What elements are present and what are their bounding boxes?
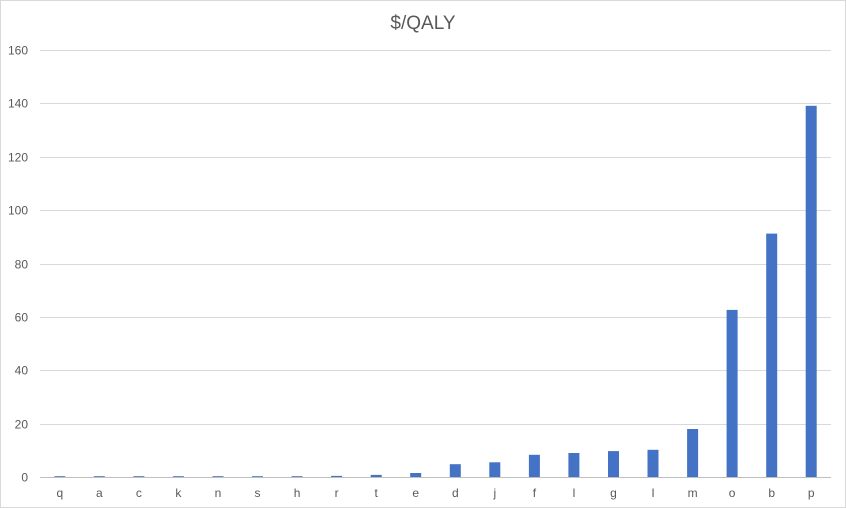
bar-k xyxy=(172,476,184,477)
bar-o xyxy=(726,309,738,477)
bar-f xyxy=(528,454,540,477)
bar-j xyxy=(489,462,501,477)
x-tick-label: a xyxy=(96,486,103,500)
bar-I xyxy=(647,449,659,477)
y-tick-label: 20 xyxy=(15,418,29,432)
y-tick-label: 140 xyxy=(8,97,28,111)
bar-q xyxy=(54,476,66,477)
x-tick-label: b xyxy=(768,486,775,500)
bar-e xyxy=(410,473,422,477)
x-tick-label: t xyxy=(375,486,379,500)
bar-m xyxy=(687,429,699,477)
x-tick-label: m xyxy=(688,486,698,500)
x-tick-label: n xyxy=(215,486,222,500)
bar-s xyxy=(252,476,263,477)
bar-d xyxy=(449,464,461,477)
bar-b xyxy=(766,233,778,477)
x-tick-label: p xyxy=(808,486,815,500)
bar-t xyxy=(370,474,382,477)
x-tick-label: l xyxy=(573,486,576,500)
y-tick-label: 60 xyxy=(15,311,29,325)
x-tick-label: d xyxy=(452,486,459,500)
bars xyxy=(54,105,817,478)
x-tick-label: h xyxy=(294,486,301,500)
gridlines xyxy=(40,50,831,478)
bar-r xyxy=(331,475,343,477)
bar-l xyxy=(568,453,580,477)
y-tick-label: 40 xyxy=(15,364,29,378)
x-tick-label: g xyxy=(610,486,617,500)
x-tick-label: r xyxy=(335,486,339,500)
x-tick-label: j xyxy=(492,486,496,500)
chart-title: $/QALY xyxy=(390,13,455,34)
y-tick-label: 120 xyxy=(8,151,28,165)
y-axis-ticks: 0 20 40 60 80 100 120 140 160 xyxy=(8,44,28,485)
x-tick-label: f xyxy=(533,486,537,500)
y-tick-label: 100 xyxy=(8,204,28,218)
bar-n xyxy=(212,476,224,477)
x-tick-label: I xyxy=(651,486,654,500)
x-tick-label: c xyxy=(136,486,142,500)
bar-g xyxy=(608,451,619,477)
y-tick-label: 0 xyxy=(21,471,28,485)
bar-p xyxy=(805,105,817,478)
x-tick-label: o xyxy=(729,486,736,500)
x-tick-label: s xyxy=(255,486,261,500)
x-tick-label: e xyxy=(412,486,419,500)
bar-h xyxy=(291,476,303,477)
y-tick-label: 160 xyxy=(8,44,28,58)
bar-a xyxy=(93,476,105,477)
x-tick-label: q xyxy=(56,486,63,500)
y-tick-label: 80 xyxy=(15,258,29,272)
x-tick-label: k xyxy=(175,486,182,500)
bar-c xyxy=(133,476,145,477)
